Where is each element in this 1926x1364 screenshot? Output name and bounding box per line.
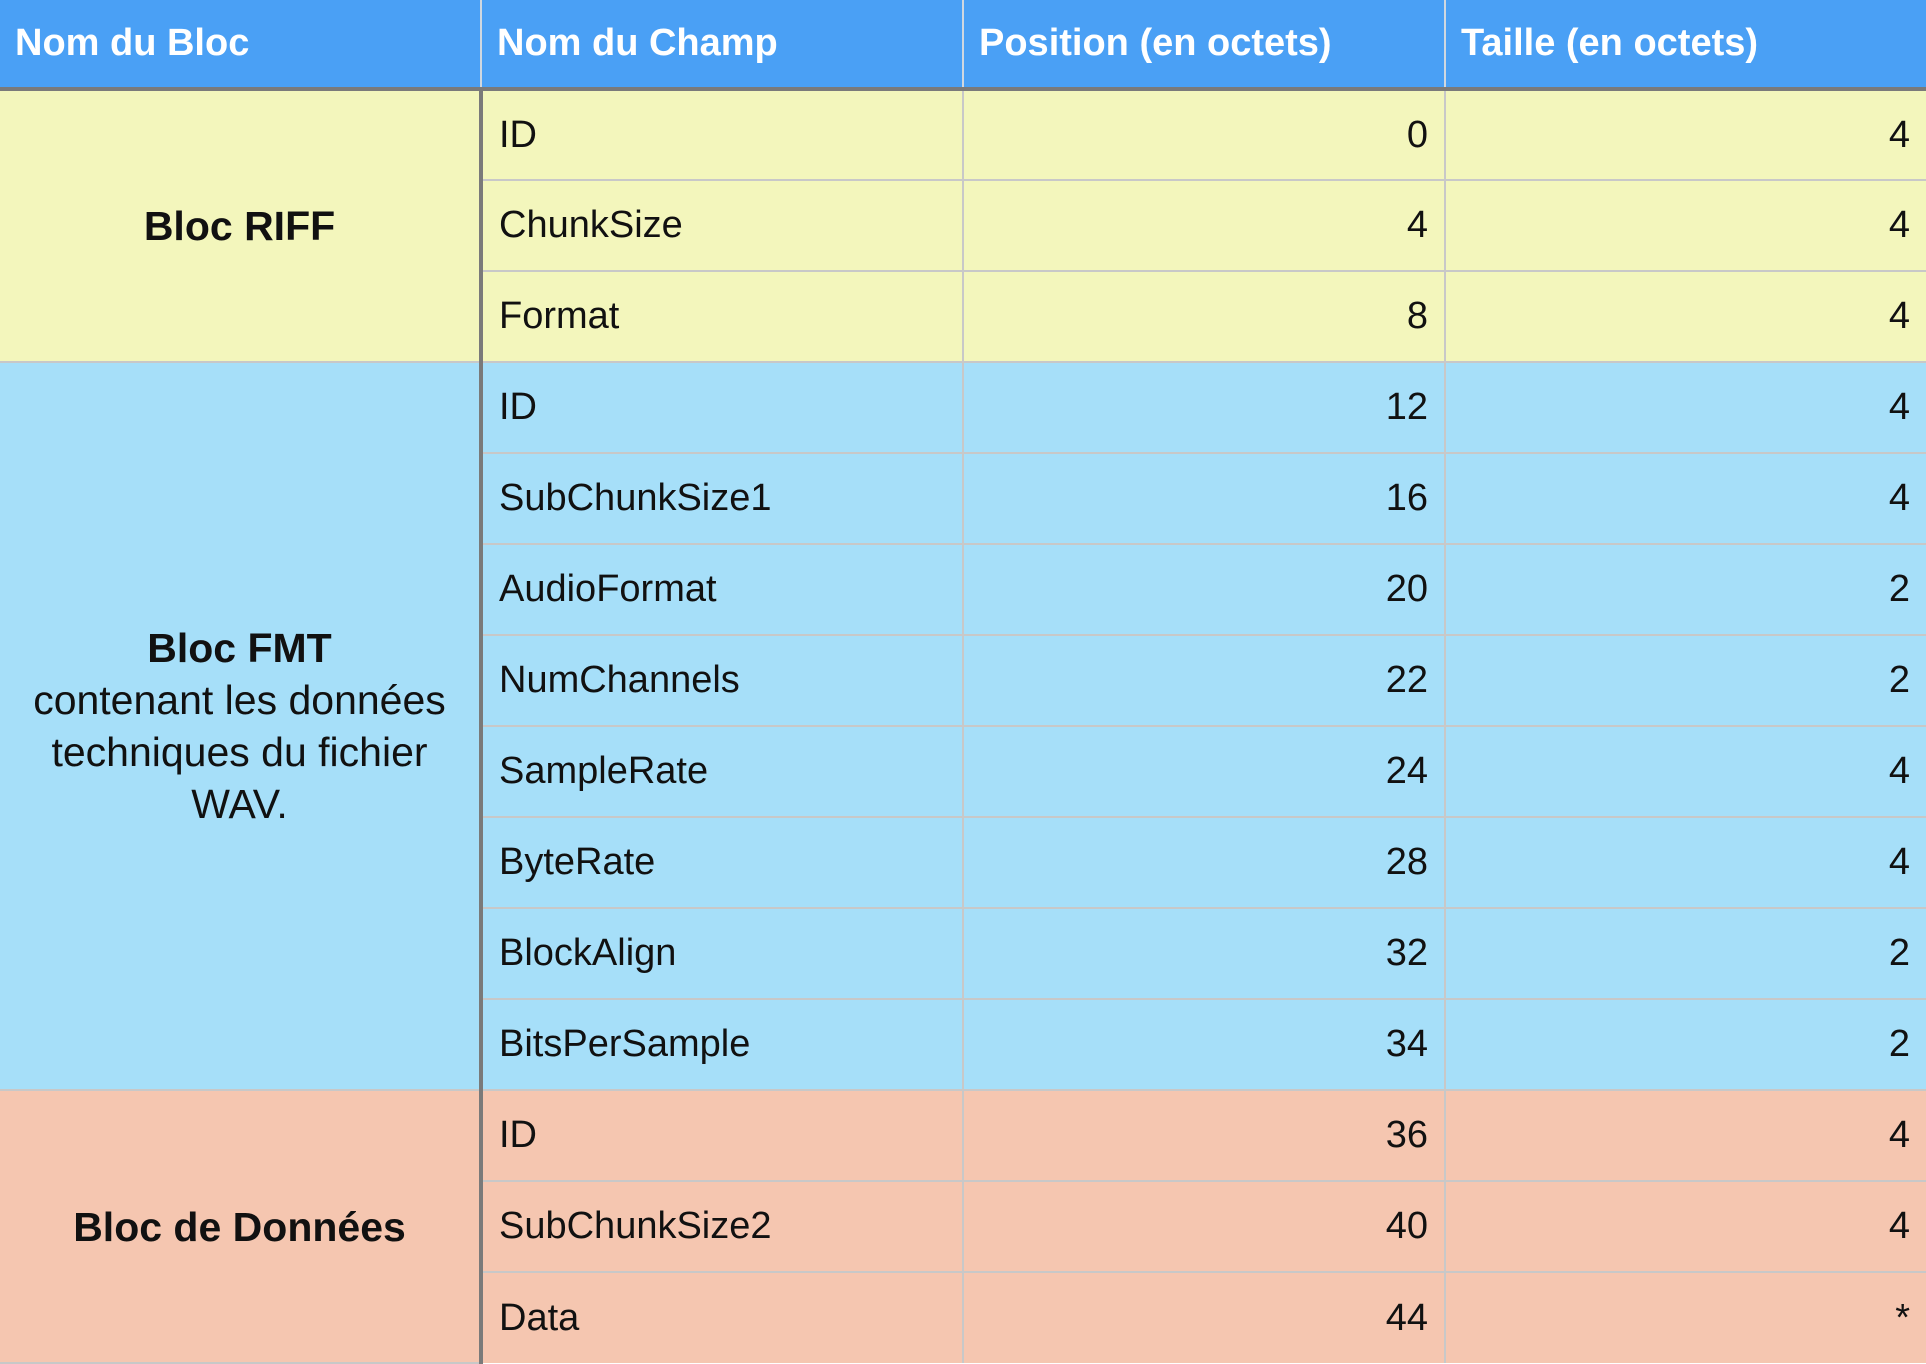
- field-name: ID: [481, 89, 964, 181]
- field-position: 40: [963, 1181, 1446, 1273]
- table-row: Format 8 4: [0, 271, 1926, 363]
- field-name: ID: [481, 1090, 964, 1182]
- table-row: Bloc RIFF ID 0 4: [0, 89, 1926, 363]
- field-name: BitsPerSample: [481, 999, 964, 1091]
- field-name: SubChunkSize1: [481, 453, 964, 545]
- block-cell-riff: Bloc RIFF: [0, 89, 483, 363]
- table-row: SubChunkSize2 40 4: [0, 1181, 1926, 1273]
- field-size: 4: [1445, 453, 1926, 545]
- field-position: 36: [963, 1090, 1446, 1182]
- field-size: *: [1445, 1272, 1926, 1363]
- table-row: AudioFormat 20 2: [0, 544, 1926, 636]
- field-size: 2: [1445, 635, 1926, 727]
- field-size: 4: [1445, 89, 1926, 181]
- field-size: 2: [1445, 908, 1926, 1000]
- block-name: Bloc RIFF: [143, 203, 336, 249]
- field-position: 20: [963, 544, 1446, 636]
- header-row: Nom du Bloc Nom du Champ Position (en oc…: [0, 0, 1926, 91]
- field-position: 16: [963, 453, 1446, 545]
- block-cell-data: Bloc de Données: [0, 1090, 483, 1364]
- table-row: SampleRate 24 4: [0, 726, 1926, 818]
- field-size: 4: [1445, 1090, 1926, 1182]
- field-position: 12: [963, 362, 1446, 454]
- field-size: 4: [1445, 271, 1926, 363]
- block-name: Bloc FMT: [147, 625, 332, 671]
- header-position: Position (en octets): [963, 0, 1446, 91]
- table-row: Data 44 *: [0, 1272, 1926, 1363]
- field-name: AudioFormat: [481, 544, 964, 636]
- field-name: ByteRate: [481, 817, 964, 909]
- field-name: NumChannels: [481, 635, 964, 727]
- field-name: SubChunkSize2: [481, 1181, 964, 1273]
- header-block-name: Nom du Bloc: [0, 0, 482, 91]
- table-row: SubChunkSize1 16 4: [0, 453, 1926, 545]
- block-cell-fmt: Bloc FMT contenant les données technique…: [0, 362, 483, 1091]
- field-name: ID: [481, 362, 964, 454]
- table-row: NumChannels 22 2: [0, 635, 1926, 727]
- field-size: 4: [1445, 180, 1926, 272]
- block-description: contenant les données techniques du fich…: [33, 677, 446, 827]
- table-row: ByteRate 28 4: [0, 817, 1926, 909]
- field-position: 22: [963, 635, 1446, 727]
- field-position: 28: [963, 817, 1446, 909]
- field-name: BlockAlign: [481, 908, 964, 1000]
- table-row: Bloc FMT contenant les données technique…: [0, 362, 1926, 1091]
- field-position: 32: [963, 908, 1446, 1000]
- table-row: BitsPerSample 34 2: [0, 999, 1926, 1091]
- header-size: Taille (en octets): [1445, 0, 1926, 91]
- field-size: 4: [1445, 726, 1926, 818]
- header-field-name: Nom du Champ: [481, 0, 964, 91]
- field-position: 8: [963, 271, 1446, 363]
- table-row: ChunkSize 4 4: [0, 180, 1926, 272]
- field-size: 2: [1445, 544, 1926, 636]
- field-size: 4: [1445, 362, 1926, 454]
- field-name: ChunkSize: [481, 180, 964, 272]
- field-name: SampleRate: [481, 726, 964, 818]
- field-size: 4: [1445, 817, 1926, 909]
- field-position: 0: [963, 89, 1446, 181]
- block-name: Bloc de Données: [73, 1203, 406, 1250]
- field-size: 2: [1445, 999, 1926, 1091]
- field-name: Format: [481, 271, 964, 363]
- field-position: 4: [963, 180, 1446, 272]
- field-name: Data: [481, 1272, 964, 1363]
- field-size: 4: [1445, 1181, 1926, 1273]
- table-row: Bloc de Données ID 36 4: [0, 1090, 1926, 1364]
- field-position: 44: [963, 1272, 1446, 1363]
- field-position: 24: [963, 726, 1446, 818]
- table-row: BlockAlign 32 2: [0, 908, 1926, 1000]
- field-position: 34: [963, 999, 1446, 1091]
